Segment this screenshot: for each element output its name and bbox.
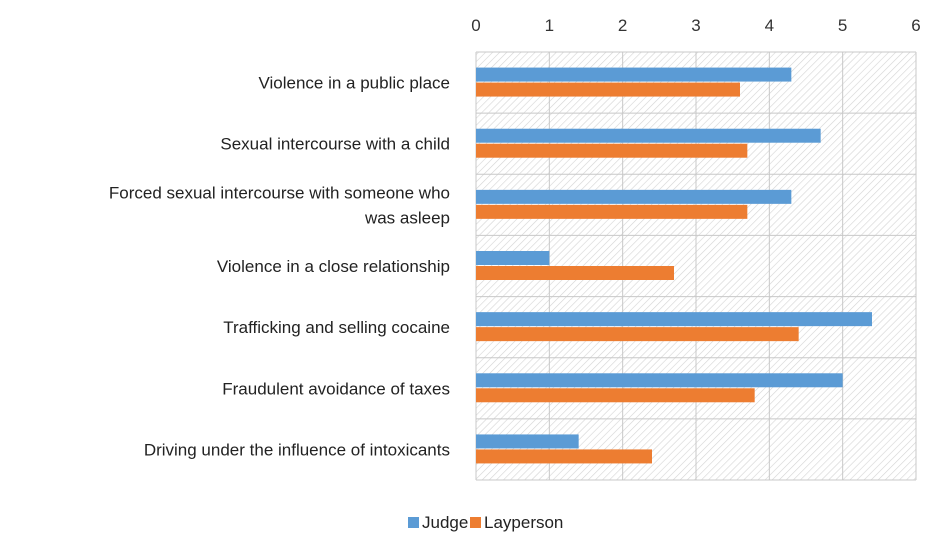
bar-judge bbox=[476, 251, 550, 265]
bar-layperson bbox=[476, 388, 755, 403]
category-label: Sexual intercourse with a child bbox=[220, 135, 450, 154]
x-tick-label: 6 bbox=[911, 16, 920, 35]
legend: Judge Layperson bbox=[408, 513, 563, 532]
x-tick-label: 2 bbox=[618, 16, 627, 35]
category-labels: Violence in a public place Sexual interco… bbox=[109, 74, 450, 460]
bar-layperson bbox=[476, 204, 748, 219]
category-label: Forced sexual intercourse with someone w… bbox=[109, 183, 450, 202]
x-tick-label: 4 bbox=[765, 16, 774, 35]
x-axis-ticks: 0 1 2 3 4 5 6 bbox=[471, 16, 920, 35]
category-label: Violence in a close relationship bbox=[217, 257, 450, 276]
x-tick-label: 0 bbox=[471, 16, 480, 35]
bar-layperson bbox=[476, 327, 799, 342]
category-label: Fraudulent avoidance of taxes bbox=[222, 379, 450, 398]
x-tick-label: 1 bbox=[545, 16, 554, 35]
legend-label: Layperson bbox=[484, 513, 563, 532]
bars bbox=[476, 67, 872, 464]
x-tick-label: 3 bbox=[691, 16, 700, 35]
bar-layperson bbox=[476, 449, 652, 464]
bar-judge bbox=[476, 373, 843, 388]
legend-swatch-layperson bbox=[470, 517, 481, 528]
bar-layperson bbox=[476, 143, 748, 158]
gridlines bbox=[475, 51, 917, 481]
category-label: Trafficking and selling cocaine bbox=[223, 318, 450, 337]
bar-layperson bbox=[476, 82, 740, 97]
legend-label: Judge bbox=[422, 513, 468, 532]
x-tick-label: 5 bbox=[838, 16, 847, 35]
bar-layperson bbox=[476, 266, 674, 280]
category-label: Violence in a public place bbox=[258, 74, 450, 93]
legend-swatch-judge bbox=[408, 517, 419, 528]
bar-judge bbox=[476, 67, 792, 82]
category-label: Driving under the influence of intoxican… bbox=[144, 440, 450, 459]
bar-judge bbox=[476, 312, 872, 327]
bar-judge bbox=[476, 189, 792, 204]
bar-judge bbox=[476, 434, 579, 449]
bar-judge bbox=[476, 128, 821, 143]
category-label: was asleep bbox=[364, 208, 450, 227]
